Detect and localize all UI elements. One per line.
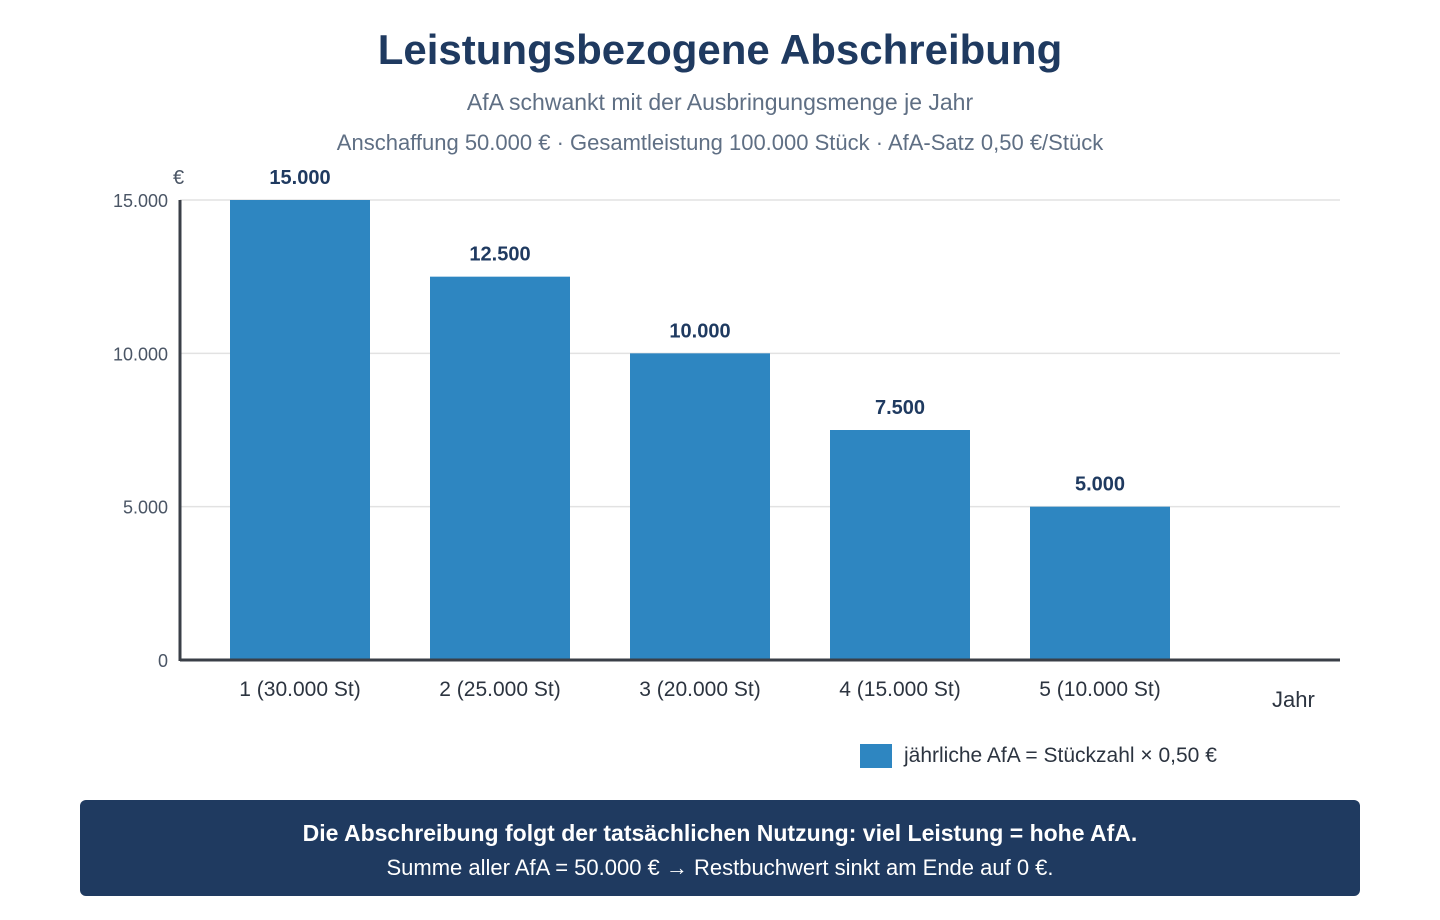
chart-title: Leistungsbezogene Abschreibung xyxy=(377,26,1063,73)
data-label: 12.500 xyxy=(469,244,530,266)
data-label: 7.500 xyxy=(875,397,925,419)
summary-note-text: Summe aller AfA = 50.000 € → Restbuchwer… xyxy=(386,855,1054,880)
bar xyxy=(430,276,570,660)
bar xyxy=(230,200,370,660)
data-label: 15.000 xyxy=(269,167,330,189)
y-tick-label: 10.000 xyxy=(113,344,168,364)
data-label: 5.000 xyxy=(1075,474,1125,496)
x-axis-title: Jahr xyxy=(1272,687,1315,712)
y-tick-label: 5.000 xyxy=(123,498,168,518)
summary-note: Die Abschreibung folgt der tatsächlichen… xyxy=(80,800,1360,896)
bar xyxy=(1030,506,1170,660)
x-tick-label: 1 (30.000 St) xyxy=(239,678,360,701)
bar xyxy=(630,353,770,660)
legend-label: jährliche AfA = Stückzahl × 0,50 € xyxy=(904,744,1217,767)
y-tick-label: 0 xyxy=(158,651,168,671)
bar xyxy=(830,430,970,660)
y-tick-label: 15.000 xyxy=(113,191,168,211)
chart-subtitle: AfA schwankt mit der Ausbringungsmenge j… xyxy=(466,89,974,115)
chart-parameters: Anschaffung 50.000 € · Gesamtleistung 10… xyxy=(336,130,1104,155)
x-tick-label: 3 (20.000 St) xyxy=(639,678,760,701)
summary-note-headline: Die Abschreibung folgt der tatsächlichen… xyxy=(302,820,1138,846)
legend: jährliche AfA = Stückzahl × 0,50 € xyxy=(860,743,1217,769)
x-tick-label: 4 (15.000 St) xyxy=(839,678,960,701)
y-axis-unit: € xyxy=(173,167,184,189)
x-tick-label: 2 (25.000 St) xyxy=(439,678,560,701)
data-label: 10.000 xyxy=(669,320,730,342)
x-tick-label: 5 (10.000 St) xyxy=(1039,678,1160,701)
bar-chart: 0 5.000 10.000 15.000 15.000 1 (30.000 St) 12.… xyxy=(113,167,1340,712)
legend-swatch xyxy=(860,744,892,768)
